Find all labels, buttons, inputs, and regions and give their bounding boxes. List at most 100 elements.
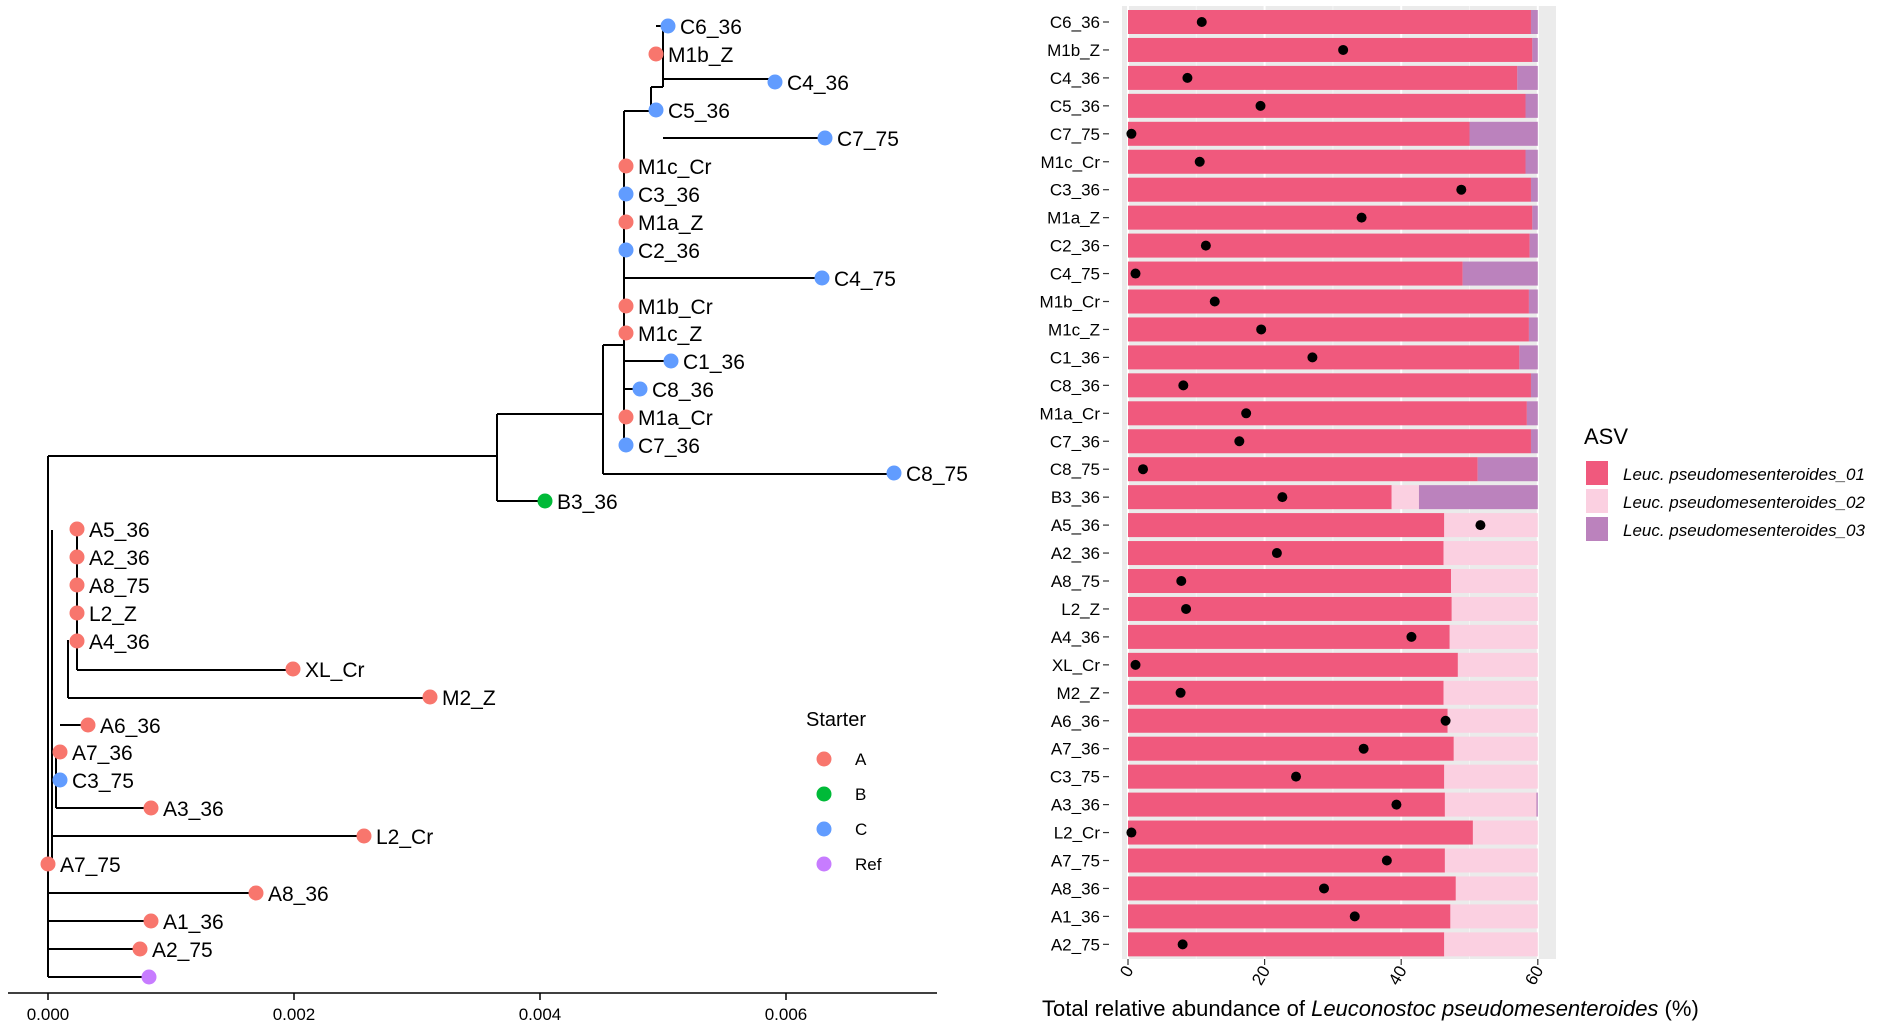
- bar-y-label: L2_Cr: [1054, 824, 1101, 843]
- tree-tip-marker: [618, 325, 634, 341]
- bar-y-label: A1_36: [1051, 907, 1100, 926]
- asv-legend-items: Leuc. pseudomesenteroides_01 Leuc. pseudo…: [1586, 461, 1865, 541]
- bar-segment: [1128, 820, 1473, 845]
- tree-tip-label: C7_36: [638, 435, 700, 458]
- bar-point: [1200, 240, 1211, 251]
- bar-segment: [1532, 37, 1538, 62]
- bar-x-tick-label: 0: [1116, 963, 1137, 981]
- bar-point: [1130, 659, 1141, 670]
- bar-segment: [1128, 680, 1444, 705]
- asv-legend-label: Leuc. pseudomesenteroides_02: [1623, 493, 1865, 512]
- bar-y-label: M1a_Z: [1047, 209, 1100, 228]
- tree-tip-label: C1_36: [683, 351, 745, 374]
- bar-y-label: C6_36: [1050, 13, 1100, 32]
- bar-y-label: A2_36: [1051, 544, 1100, 563]
- bar-segment: [1128, 373, 1531, 398]
- tree-tip-label: A7_75: [60, 854, 121, 877]
- bar-segment: [1128, 149, 1526, 174]
- bar-segment: [1472, 820, 1538, 845]
- tree-tip-label: C4_75: [834, 268, 896, 291]
- tree-tip-marker: [618, 214, 634, 230]
- bar-segment: [1453, 736, 1538, 761]
- tree-tip-marker: [52, 772, 68, 788]
- tree-tip-label: L2_Z: [89, 603, 137, 626]
- tree-tip-marker: [422, 689, 438, 705]
- bar-segment: [1128, 65, 1518, 90]
- tree-tip-label: M1b_Z: [668, 44, 734, 67]
- bar-point: [1440, 715, 1451, 726]
- bar-segment: [1443, 680, 1538, 705]
- tree-tip-marker: [143, 800, 159, 816]
- tree-axis-tick-label: 0.002: [273, 1005, 316, 1024]
- bar-x-axis-title: Total relative abundance of Leuconostoc …: [1042, 996, 1699, 1021]
- starter-legend: Starter ABC Ref: [806, 709, 882, 874]
- bar-point: [1138, 464, 1149, 475]
- starter-legend-title: Starter: [806, 709, 866, 731]
- bar-segment: [1517, 65, 1538, 90]
- tree-tip-marker: [814, 270, 830, 286]
- bar-segment: [1528, 317, 1538, 342]
- tree-tip-marker: [648, 46, 664, 62]
- tree-tip-marker: [143, 913, 159, 929]
- bar-segment: [1450, 904, 1538, 929]
- starter-legend-key: [816, 821, 832, 837]
- bar-segment: [1128, 904, 1451, 929]
- tree-tip-marker: [132, 941, 148, 957]
- bar-segment: [1128, 93, 1526, 118]
- bar-segment: [1449, 624, 1538, 649]
- bar-y-label: A3_36: [1051, 796, 1100, 815]
- asv-legend-label: Leuc. pseudomesenteroides_01: [1623, 465, 1865, 484]
- tree-tip-label: A3_36: [163, 798, 224, 821]
- bar-segment: [1444, 932, 1538, 957]
- bar-point: [1130, 268, 1141, 279]
- bar-y-label: M1b_Z: [1047, 41, 1100, 60]
- bar-segment: [1532, 205, 1538, 230]
- tree-tip-marker: [618, 437, 634, 453]
- bar-segment: [1128, 624, 1450, 649]
- bar-point: [1234, 436, 1245, 447]
- bar-segment: [1128, 652, 1458, 677]
- bar-segment: [1536, 792, 1538, 817]
- tree-tip-label: B3_36: [557, 491, 618, 514]
- tree-x-axis: 0.000 0.002 0.004 0.006: [8, 992, 937, 1024]
- bar-segment: [1128, 541, 1444, 566]
- bar-segment: [1530, 10, 1538, 34]
- bar-point: [1126, 827, 1137, 838]
- bar-segment: [1444, 764, 1538, 789]
- bar-segment: [1447, 708, 1538, 733]
- bar-y-label: A8_36: [1051, 879, 1100, 898]
- bar-y-label: B3_36: [1051, 488, 1100, 507]
- tree-tip-marker: [248, 885, 264, 901]
- bar-segment: [1128, 401, 1527, 426]
- bar-y-label: L2_Z: [1061, 600, 1100, 619]
- bar-point: [1338, 44, 1349, 55]
- bar-bars: [1128, 10, 1538, 957]
- bar-segment: [1128, 736, 1454, 761]
- bar-segment: [1444, 513, 1538, 538]
- tree-tip-label: C6_36: [680, 16, 742, 39]
- tree-tip-label: A1_36: [163, 911, 224, 934]
- bar-y-label: A7_75: [1051, 852, 1100, 871]
- tree-tip-marker: [141, 969, 157, 985]
- bar-point: [1209, 296, 1220, 307]
- bar-point: [1194, 156, 1205, 167]
- tree-tip-marker: [618, 186, 634, 202]
- bar-segment: [1443, 541, 1538, 566]
- bar-x-axis-title-italic: Leuconostoc pseudomesenteroides: [1311, 996, 1658, 1021]
- bar-point: [1358, 743, 1369, 754]
- tree-tip-marker: [537, 493, 553, 509]
- bar-point: [1126, 128, 1137, 139]
- tree-tip-marker: [285, 661, 301, 677]
- tree-tip-marker: [648, 102, 664, 118]
- tree-tip-label: C3_75: [72, 770, 134, 793]
- bar-point: [1271, 548, 1282, 559]
- tree-tip-label: C8_75: [906, 463, 968, 486]
- tree-tip-label: M1a_Cr: [638, 407, 713, 430]
- bar-segment: [1128, 37, 1533, 62]
- bar-point: [1182, 72, 1193, 83]
- starter-legend-key: [816, 856, 832, 872]
- tree-tip-label: C5_36: [668, 100, 730, 123]
- bar-x-axis: 0 20 40 60: [1116, 959, 1547, 988]
- bar-point: [1356, 212, 1367, 223]
- bar-segment: [1128, 876, 1456, 901]
